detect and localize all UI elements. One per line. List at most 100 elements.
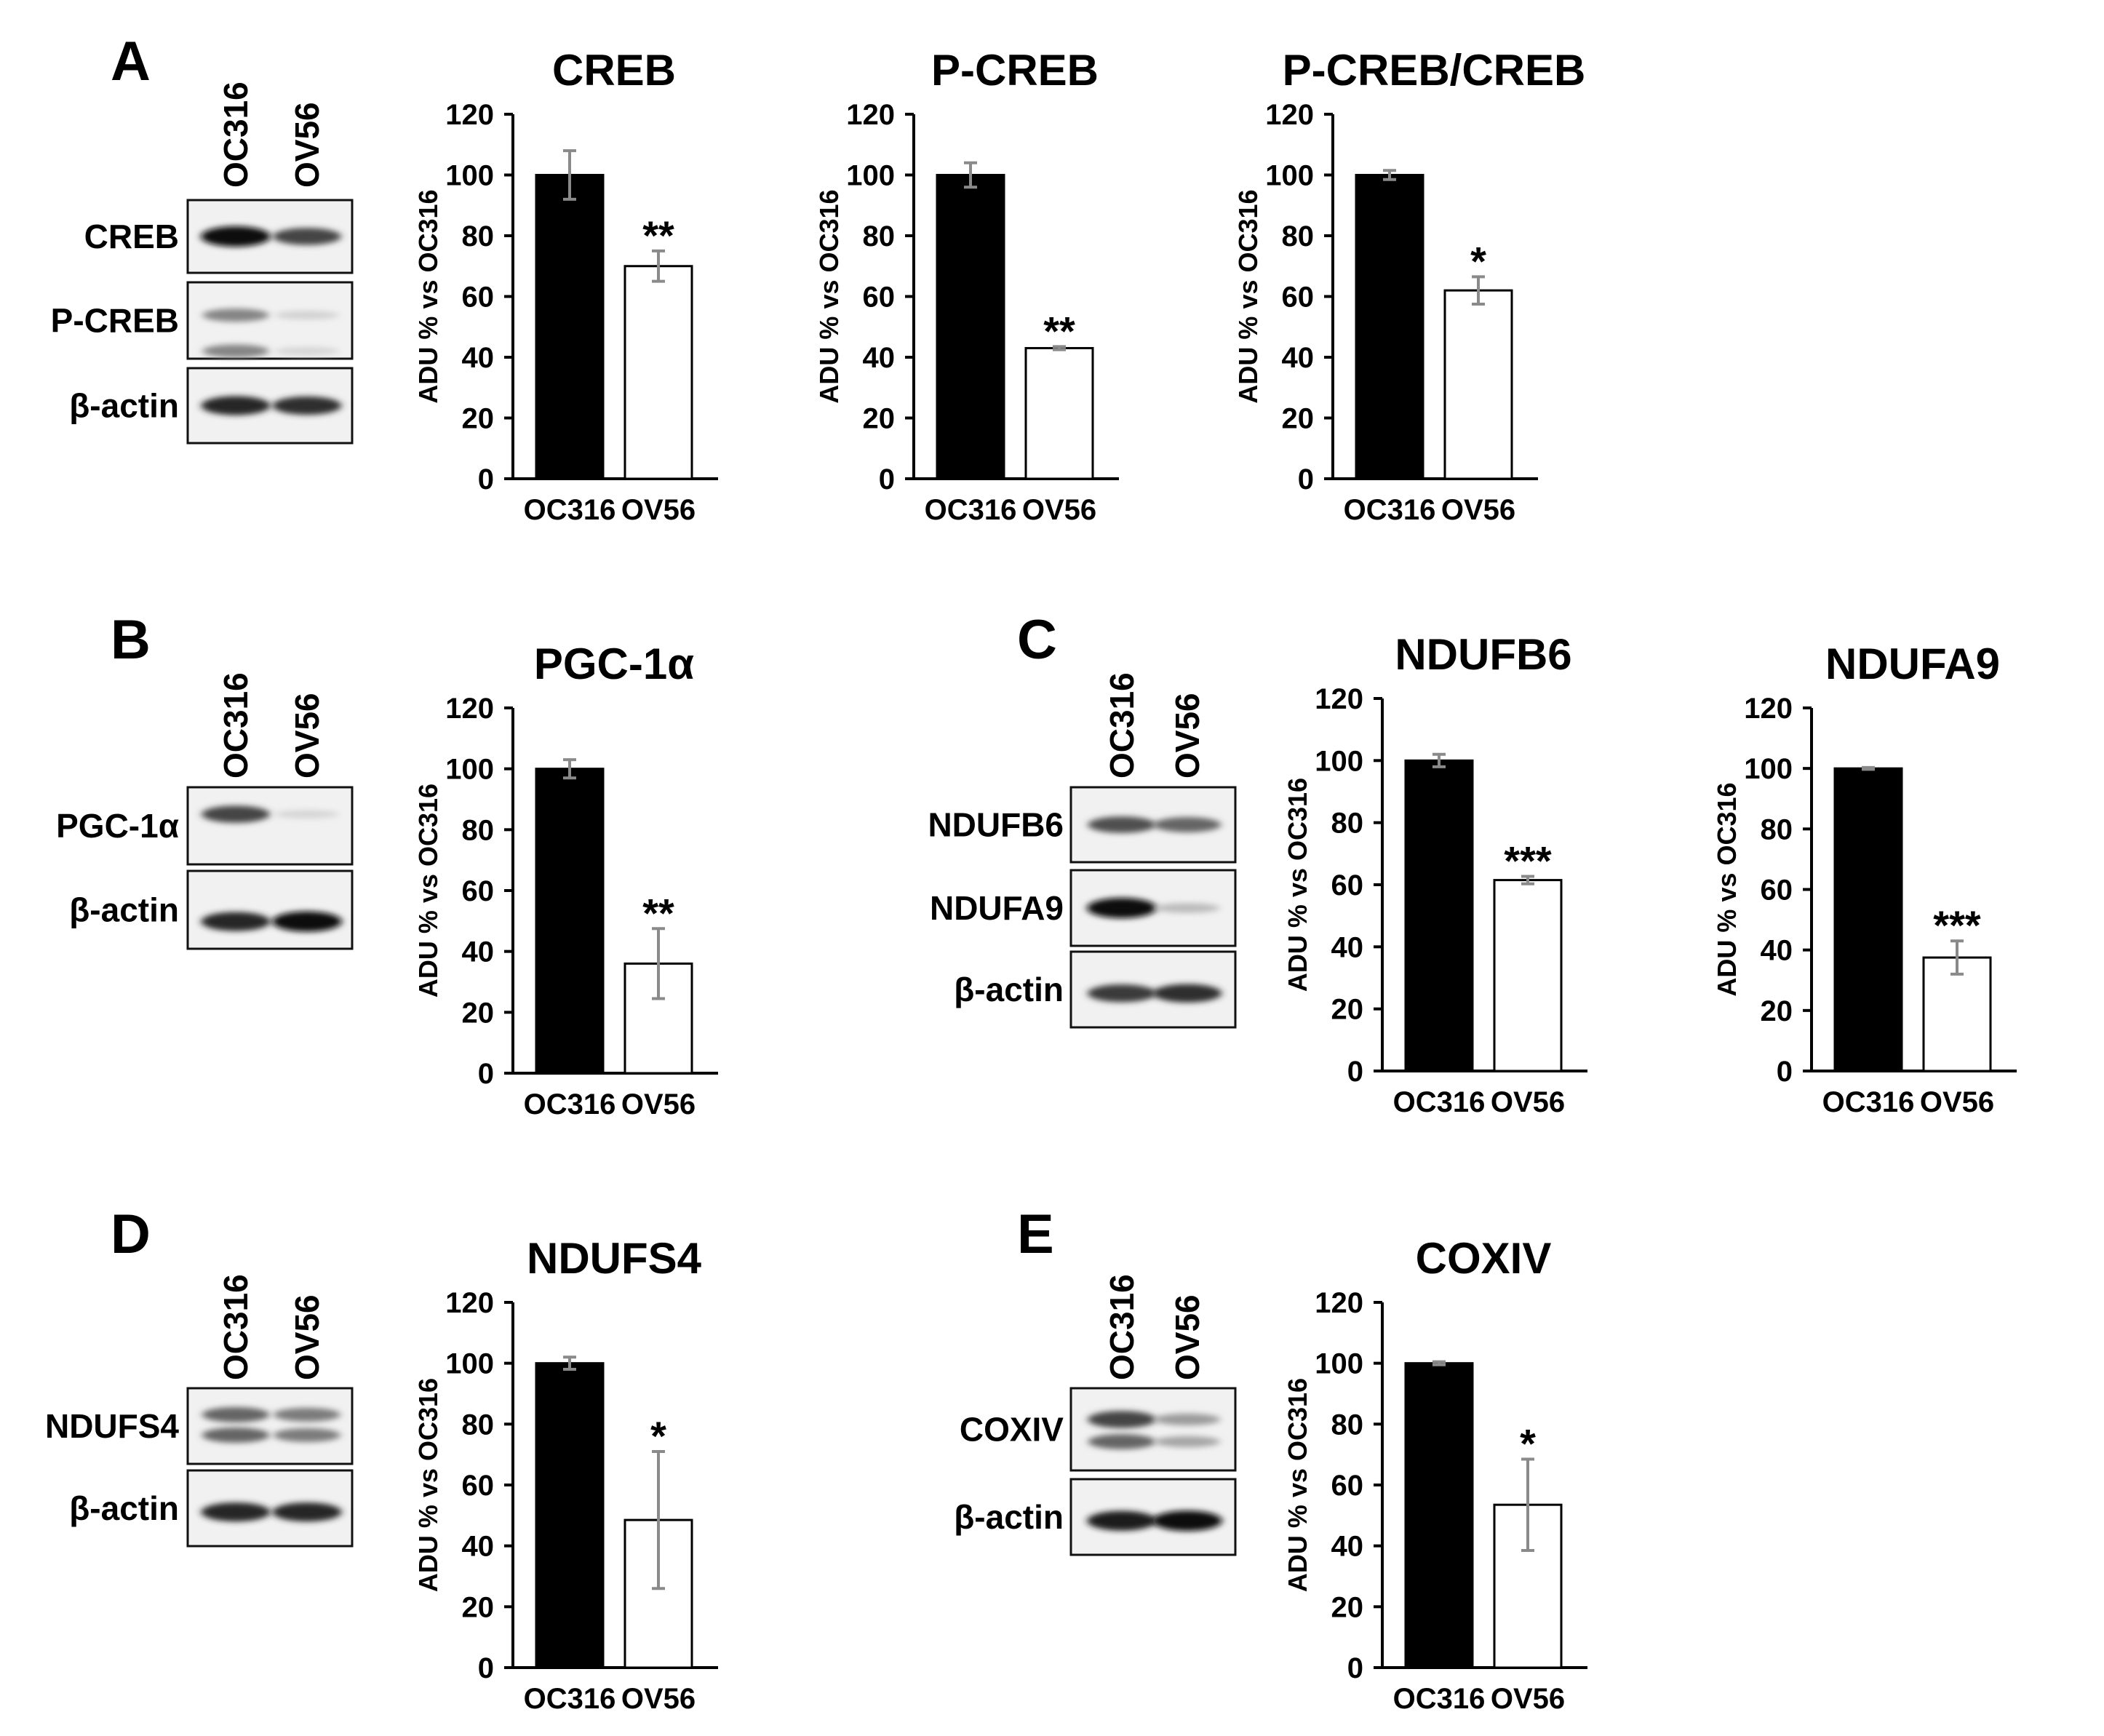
panel-letter-d: D	[111, 1203, 151, 1265]
x-tick-label-ov56: OV56	[1920, 1086, 1994, 1118]
blot-strip-actin: β-actin	[954, 1478, 1237, 1556]
lane-label-ov56: OV56	[1168, 1294, 1206, 1380]
band-oc316	[201, 912, 271, 931]
y-tick-label: 60	[1761, 875, 1793, 907]
y-tick-label: 20	[1761, 995, 1793, 1027]
band-ov56	[272, 396, 342, 415]
chart-title: NDUFS4	[527, 1234, 702, 1283]
band-oc316	[202, 1428, 270, 1443]
lane-label-ov56: OV56	[288, 693, 326, 779]
y-tick-label: 20	[462, 1591, 495, 1623]
lane-label-oc316: OC316	[1103, 1274, 1141, 1380]
band-ov56	[1155, 903, 1220, 913]
lane-label-oc316: OC316	[217, 672, 255, 779]
significance-marker: ***	[1504, 837, 1552, 883]
band-oc316	[1087, 1510, 1157, 1531]
blot-frame	[186, 1387, 354, 1465]
lane-label-ov56: OV56	[288, 1294, 326, 1380]
y-tick-label: 100	[445, 1348, 494, 1380]
blot-panel-e: OC316 OV56 COXIV β-actin	[954, 1274, 1237, 1556]
y-tick-label: 80	[1331, 808, 1364, 840]
chart-title: P-CREB/CREB	[1283, 46, 1586, 95]
band-ov56	[1154, 1413, 1221, 1426]
blot-frame	[1069, 1387, 1237, 1472]
error-bar-ov56	[1053, 345, 1066, 351]
y-tick-label: 0	[1777, 1056, 1793, 1088]
y-tick-label: 40	[1331, 1531, 1364, 1563]
blot-strip-actin: β-actin	[954, 950, 1237, 1029]
band-oc316	[201, 226, 271, 247]
lane-label-oc316: OC316	[1103, 672, 1141, 779]
y-tick-label: 120	[1315, 683, 1363, 715]
band-oc316	[202, 805, 270, 823]
y-tick-label: 100	[445, 160, 494, 192]
significance-marker: **	[642, 212, 674, 258]
error-bar-ov56	[1521, 875, 1534, 885]
y-axis-label: ADU % vs OC316	[1712, 782, 1742, 996]
significance-marker: *	[1520, 1420, 1536, 1466]
band-oc316	[1087, 984, 1157, 1003]
error-bar-oc316	[964, 161, 977, 189]
error-bar-oc316	[1862, 765, 1875, 771]
band-ov56	[274, 810, 340, 819]
x-tick-label-oc316: OC316	[1393, 1683, 1486, 1715]
row-label-actin: β-actin	[69, 891, 179, 929]
y-axis-label: ADU % vs OC316	[1233, 189, 1263, 403]
row-label-actin: β-actin	[69, 387, 179, 425]
bar-oc316	[936, 174, 1005, 480]
error-bar-ov56	[652, 1449, 665, 1590]
y-tick-label: 100	[1315, 745, 1363, 777]
bar-oc316	[535, 768, 605, 1075]
x-tick-label-oc316: OC316	[925, 494, 1017, 526]
significance-marker: *	[1470, 238, 1486, 284]
lane-label-ov56: OV56	[288, 102, 326, 188]
x-tick-label-oc316: OC316	[1344, 494, 1436, 526]
bar-ov56	[1024, 346, 1094, 480]
x-tick-label-oc316: OC316	[1822, 1086, 1915, 1118]
band-oc316	[1088, 1411, 1156, 1428]
band-oc316	[202, 344, 269, 358]
blot-panel-b: OC316 OV56 PGC-1α β-actin	[56, 672, 354, 950]
chart-title: P-CREB	[931, 46, 1099, 95]
band-ov56	[1152, 1510, 1222, 1532]
blot-frame	[186, 786, 354, 866]
y-tick-label: 60	[462, 1470, 495, 1502]
y-axis-label: ADU % vs OC316	[1283, 778, 1312, 992]
y-tick-label: 60	[1331, 1470, 1364, 1502]
y-tick-label: 40	[462, 936, 495, 968]
y-tick-label: 0	[478, 1652, 494, 1684]
lane-label-ov56: OV56	[1168, 693, 1206, 779]
y-tick-label: 80	[1282, 220, 1315, 252]
chart-pgc-1: PGC-1α 0 20 40 60 80 100 120 ADU % vs OC316 OC316…	[413, 640, 718, 1120]
y-tick-label: 60	[1331, 869, 1364, 901]
band-ov56	[274, 1428, 340, 1442]
chart-title: PGC-1α	[534, 640, 694, 688]
y-tick-label: 80	[462, 220, 495, 252]
blot-strip-p-creb: P-CREB	[51, 281, 354, 360]
blot-strip-pgc-1: PGC-1α	[56, 786, 354, 866]
bar-oc316	[1833, 767, 1903, 1072]
y-tick-label: 20	[1331, 1591, 1364, 1623]
error-bar-ov56	[1950, 939, 1964, 976]
y-tick-label: 0	[478, 463, 494, 495]
y-tick-label: 80	[462, 1409, 495, 1441]
panel-letter-e: E	[1017, 1203, 1054, 1265]
row-label-actin: β-actin	[954, 1498, 1064, 1536]
y-tick-label: 0	[879, 463, 895, 495]
chart-title: NDUFB6	[1395, 630, 1571, 679]
x-tick-label-ov56: OV56	[621, 494, 696, 526]
x-tick-label-oc316: OC316	[1393, 1086, 1486, 1118]
error-bar-ov56	[652, 249, 665, 283]
lane-label-oc316: OC316	[217, 1274, 255, 1380]
bar-ov56	[1443, 289, 1513, 480]
error-bar-ov56	[1521, 1457, 1534, 1552]
row-label-p-creb: P-CREB	[51, 302, 179, 340]
y-tick-label: 40	[462, 342, 495, 374]
band-ov56	[274, 311, 340, 320]
blot-frame	[186, 869, 354, 950]
blot-strip-actin: β-actin	[69, 869, 354, 950]
significance-marker: **	[642, 890, 674, 936]
significance-marker: ***	[1933, 902, 1981, 948]
